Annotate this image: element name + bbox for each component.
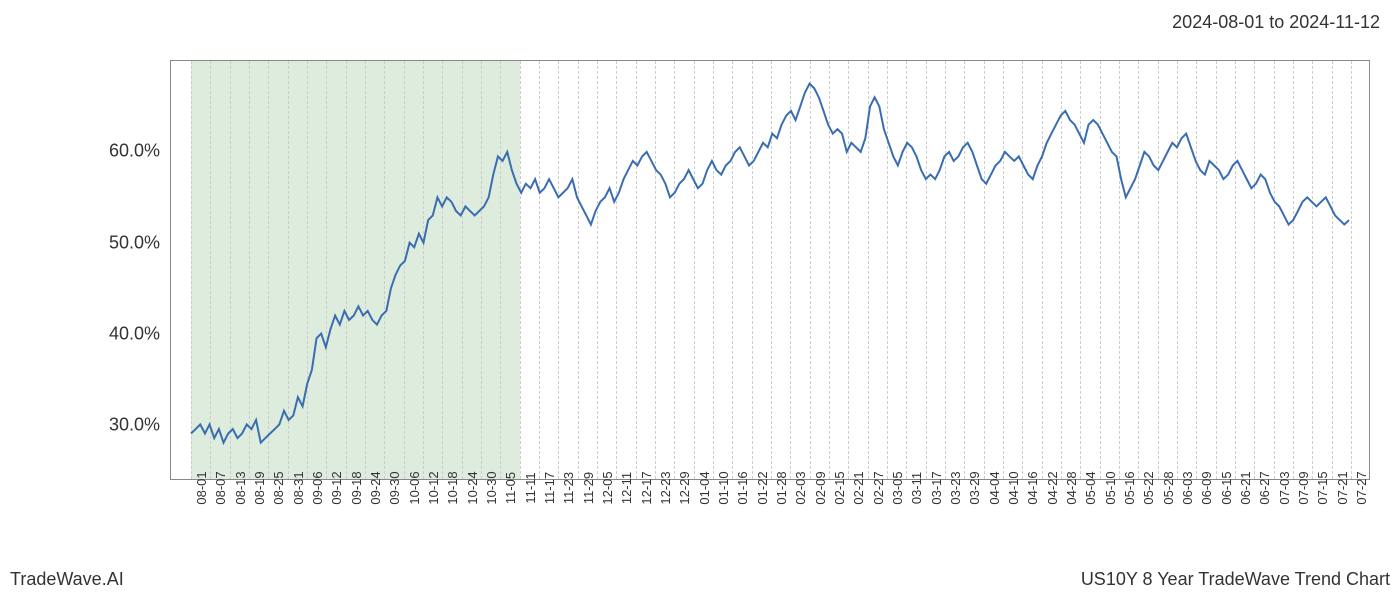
x-tick-label: 04-28 [1064,471,1079,504]
x-tick-label: 09-06 [310,471,325,504]
x-tick-label: 09-18 [349,471,364,504]
x-tick-label: 12-05 [600,471,615,504]
x-tick-label: 05-16 [1122,471,1137,504]
x-tick-label: 03-29 [967,471,982,504]
x-tick-label: 02-27 [871,471,886,504]
x-tick-label: 06-09 [1199,471,1214,504]
x-tick-label: 02-15 [832,471,847,504]
x-tick-label: 10-12 [426,471,441,504]
line-chart-svg [171,61,1369,479]
x-tick-label: 10-24 [465,471,480,504]
x-tick-label: 06-03 [1180,471,1195,504]
x-tick-label: 08-01 [194,471,209,504]
x-tick-label: 01-10 [716,471,731,504]
x-tick-label: 11-29 [581,472,596,504]
x-tick-label: 12-29 [677,471,692,504]
x-tick-label: 07-15 [1315,471,1330,504]
x-tick-label: 06-27 [1257,471,1272,504]
x-tick-label: 12-11 [619,472,634,504]
x-tick-label: 08-31 [291,471,306,504]
x-tick-label: 09-12 [329,471,344,504]
x-tick-label: 11-05 [503,472,518,504]
x-tick-label: 04-10 [1006,471,1021,504]
x-tick-label: 06-15 [1219,471,1234,504]
y-tick-label: 40.0% [40,323,160,344]
x-tick-label: 05-28 [1161,471,1176,504]
y-tick-label: 30.0% [40,415,160,436]
date-range-label: 2024-08-01 to 2024-11-12 [1172,12,1380,33]
x-tick-label: 04-16 [1025,471,1040,504]
x-tick-label: 11-23 [561,472,576,504]
x-tick-label: 05-22 [1141,471,1156,504]
x-tick-label: 03-11 [909,472,924,504]
x-tick-label: 06-21 [1238,471,1253,504]
y-tick-label: 50.0% [40,232,160,253]
data-line [191,84,1349,443]
footer-brand: TradeWave.AI [10,569,124,590]
x-tick-label: 11-11 [523,472,538,503]
x-tick-label: 03-23 [948,471,963,504]
x-tick-label: 10-30 [484,471,499,504]
x-tick-label: 10-18 [445,471,460,504]
x-tick-label: 04-04 [987,471,1002,504]
x-tick-label: 01-28 [774,471,789,504]
x-tick-label: 12-17 [639,471,654,504]
x-tick-label: 02-21 [851,471,866,504]
x-tick-label: 01-16 [735,471,750,504]
x-tick-label: 09-30 [387,471,402,504]
x-tick-label: 04-22 [1045,471,1060,504]
x-tick-label: 02-03 [793,471,808,504]
x-tick-label: 07-09 [1296,471,1311,504]
x-tick-label: 08-13 [233,471,248,504]
x-tick-label: 03-17 [929,471,944,504]
y-tick-label: 60.0% [40,141,160,162]
x-tick-label: 08-25 [271,471,286,504]
x-tick-label: 01-22 [755,471,770,504]
chart-plot-area [170,60,1370,480]
x-tick-label: 05-10 [1103,471,1118,504]
x-tick-label: 11-17 [542,472,557,504]
x-tick-label: 07-21 [1335,471,1350,504]
x-tick-label: 12-23 [658,471,673,504]
x-tick-label: 08-07 [213,471,228,504]
x-tick-label: 08-19 [252,471,267,504]
x-tick-label: 07-27 [1354,471,1369,504]
x-tick-label: 10-06 [407,471,422,504]
x-tick-label: 07-03 [1277,471,1292,504]
x-tick-label: 03-05 [890,471,905,504]
x-tick-label: 05-04 [1083,471,1098,504]
x-tick-label: 01-04 [697,471,712,504]
footer-chart-title: US10Y 8 Year TradeWave Trend Chart [1081,569,1390,590]
x-tick-label: 02-09 [813,471,828,504]
x-tick-label: 09-24 [368,471,383,504]
